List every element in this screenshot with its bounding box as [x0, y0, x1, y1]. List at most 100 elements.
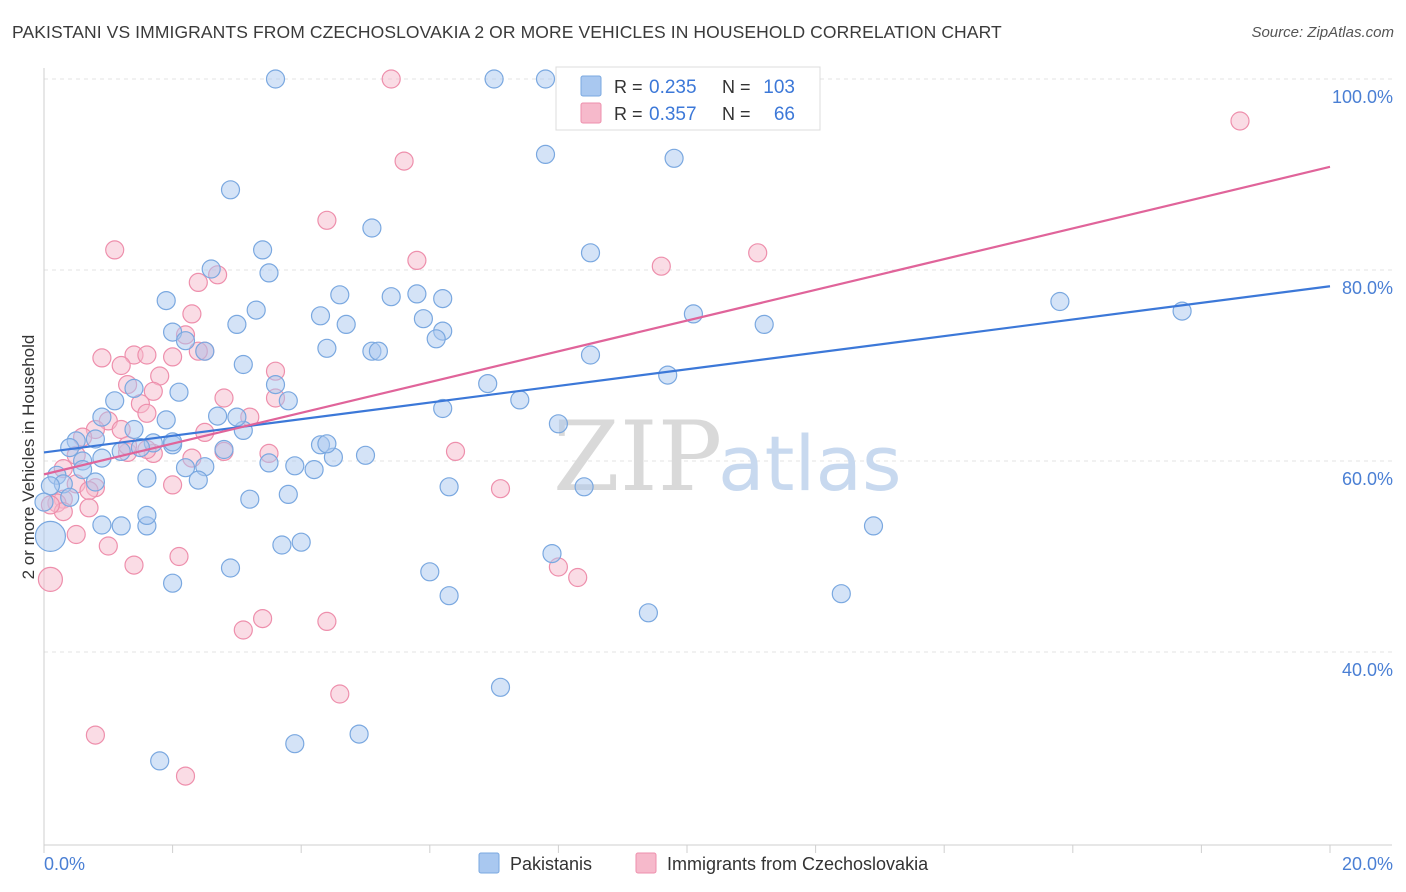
point-czechoslovakia	[394, 151, 414, 171]
point-pakistanis	[426, 329, 446, 349]
watermark: ZIP atlas	[553, 401, 902, 513]
y-axis-label: 2 or more Vehicles in Household	[19, 335, 38, 580]
point-pakistanis	[240, 489, 260, 509]
point-pakistanis	[490, 677, 511, 697]
point-pakistanis	[420, 562, 440, 582]
point-pakistanis	[265, 69, 286, 89]
point-pakistanis	[85, 472, 106, 492]
point-pakistanis	[291, 532, 311, 552]
legend-n-label: N =	[722, 77, 751, 97]
watermark-atlas: atlas	[718, 419, 902, 508]
legend-n-value-pakistanis: 103	[763, 77, 795, 98]
point-pakistanis	[92, 407, 112, 427]
point-pakistanis	[150, 751, 170, 771]
point-pakistanis	[510, 390, 530, 410]
point-pakistanis	[137, 505, 157, 526]
point-pakistanis	[105, 391, 125, 411]
point-pakistanis	[574, 477, 594, 497]
point-pakistanis	[330, 285, 350, 305]
point-pakistanis	[214, 439, 234, 460]
point-pakistanis	[265, 375, 286, 395]
legend-n-label: N =	[722, 104, 751, 124]
point-pakistanis	[535, 144, 556, 164]
point-pakistanis	[433, 398, 453, 419]
point-pakistanis	[124, 419, 144, 440]
point-pakistanis	[163, 573, 183, 593]
point-pakistanis	[317, 338, 337, 358]
legend-bottom-swatch-czechoslovakia	[635, 852, 657, 874]
point-pakistanis	[169, 382, 189, 402]
point-czechoslovakia	[137, 345, 157, 365]
point-pakistanis	[1050, 291, 1070, 312]
point-pakistanis	[220, 558, 241, 578]
point-pakistanis	[433, 289, 453, 309]
point-pakistanis	[355, 445, 376, 465]
point-pakistanis	[156, 291, 176, 311]
point-pakistanis	[195, 341, 215, 361]
legend-r-value-pakistanis: 0.235	[649, 77, 697, 98]
point-czechoslovakia	[330, 684, 350, 704]
legend-r-value-czechoslovakia: 0.357	[649, 104, 697, 125]
point-czechoslovakia	[175, 766, 196, 786]
point-pakistanis	[535, 69, 556, 89]
point-pakistanis	[580, 243, 601, 263]
point-pakistanis	[317, 434, 337, 454]
trend-lines	[43, 165, 1331, 476]
legend-bottom-swatch-pakistanis	[478, 852, 500, 874]
point-czechoslovakia	[92, 348, 112, 368]
y-tick-label: 80.0%	[1342, 278, 1393, 298]
y-tick-labels: 40.0% 60.0% 80.0% 100.0%	[1332, 87, 1393, 680]
x-tick-label-min: 0.0%	[44, 854, 85, 874]
point-czechoslovakia	[748, 243, 768, 263]
point-pakistanis	[227, 407, 247, 427]
chart-title: PAKISTANI VS IMMIGRANTS FROM CZECHOSLOVA…	[12, 22, 1002, 42]
point-pakistanis	[413, 309, 433, 329]
y-tick-label: 100.0%	[1332, 87, 1393, 107]
point-czechoslovakia	[163, 347, 183, 367]
point-pakistanis	[484, 69, 504, 89]
point-czechoslovakia	[79, 498, 99, 518]
y-tick-label: 60.0%	[1342, 469, 1393, 489]
point-pakistanis	[227, 314, 247, 334]
point-pakistanis	[220, 180, 241, 200]
point-pakistanis	[246, 300, 266, 320]
point-pakistanis	[638, 603, 659, 623]
point-czechoslovakia	[169, 546, 189, 567]
point-pakistanis	[253, 240, 273, 260]
point-pakistanis	[542, 543, 562, 564]
point-pakistanis	[310, 306, 331, 326]
point-czechoslovakia	[381, 69, 401, 89]
legend-top: R = 0.235 N = 103 R = 0.357 N = 66	[555, 66, 821, 131]
point-czechoslovakia	[568, 567, 588, 588]
point-czechoslovakia	[182, 304, 202, 324]
point-pakistanis	[285, 456, 305, 476]
point-pakistanis	[175, 458, 196, 478]
point-pakistanis	[34, 492, 54, 512]
point-pakistanis	[156, 410, 176, 430]
point-czechoslovakia	[1230, 111, 1250, 131]
legend-bottom-label-czechoslovakia: Immigrants from Czechoslovakia	[667, 854, 929, 874]
point-pakistanis	[272, 535, 292, 555]
point-pakistanis	[201, 259, 221, 279]
point-pakistanis	[175, 331, 196, 351]
point-pakistanis	[92, 515, 112, 535]
point-pakistanis	[439, 477, 459, 497]
point-pakistanis	[304, 460, 324, 480]
legend-swatch-czechoslovakia	[580, 102, 602, 124]
legend-r-label: R =	[614, 104, 643, 124]
point-pakistanis	[336, 314, 356, 334]
point-pakistanis	[208, 406, 228, 426]
point-czechoslovakia	[124, 555, 144, 575]
point-pakistanis	[278, 484, 298, 504]
point-czechoslovakia	[111, 355, 131, 376]
point-pakistanis	[658, 365, 678, 385]
point-pakistanis	[381, 287, 401, 307]
point-czechoslovakia	[407, 250, 427, 270]
point-czechoslovakia	[98, 536, 118, 556]
axes	[43, 68, 1392, 853]
legend-n-value-czechoslovakia: 66	[774, 104, 795, 125]
legend-bottom: Pakistanis Immigrants from Czechoslovaki…	[478, 852, 929, 874]
point-czechoslovakia	[143, 381, 163, 401]
point-czechoslovakia	[66, 524, 86, 545]
